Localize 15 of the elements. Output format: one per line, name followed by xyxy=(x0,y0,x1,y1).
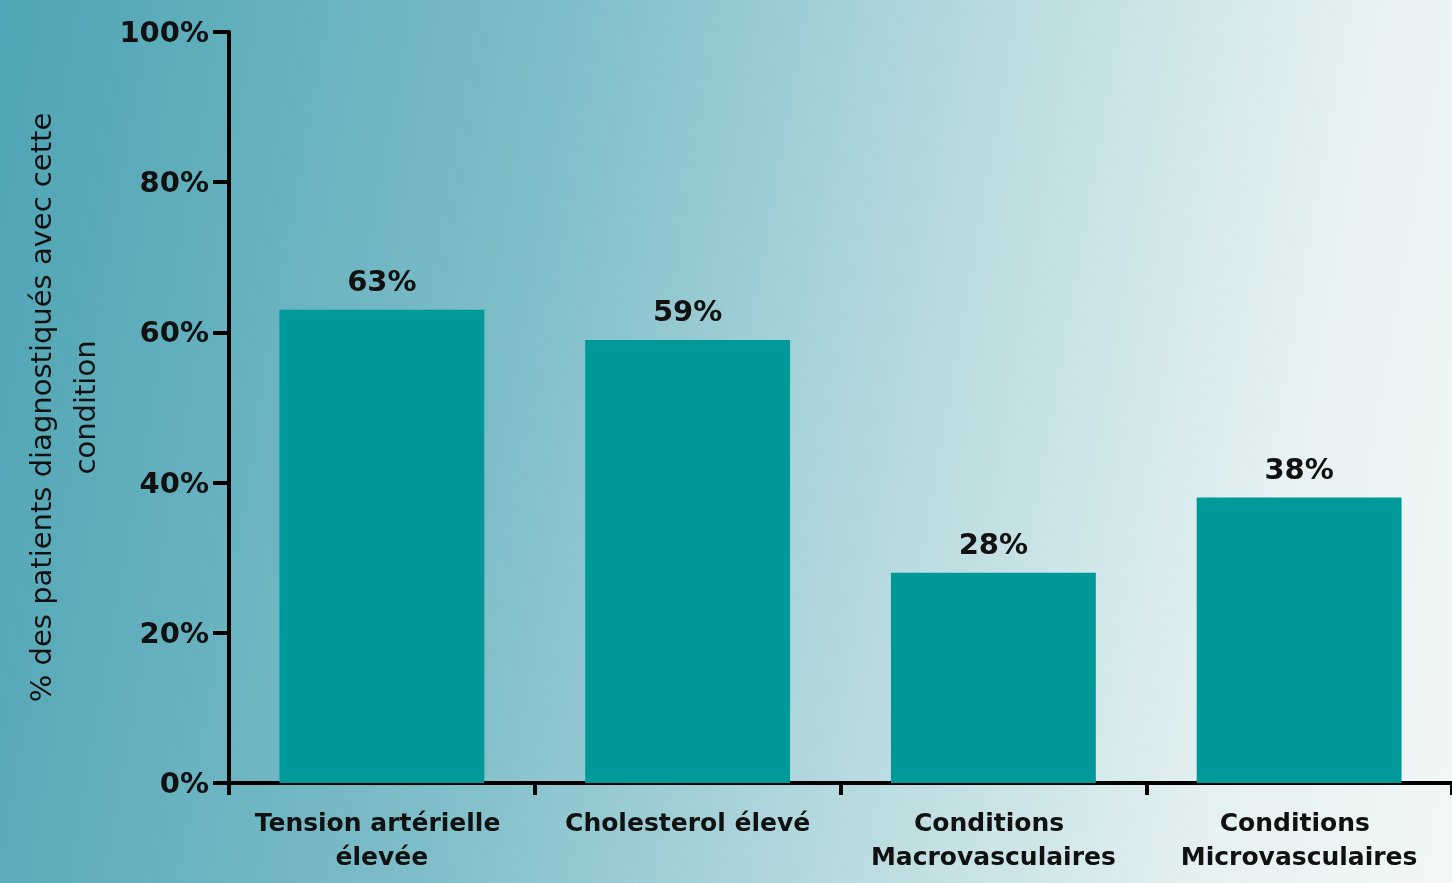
y-tick-label: 100% xyxy=(119,15,209,49)
x-tick-label: Conditions Microvasculaires xyxy=(1180,807,1418,871)
y-tick-label: 0% xyxy=(159,766,209,800)
x-tick-label: Tension artérielle élevée xyxy=(254,807,510,871)
y-tick-label: 80% xyxy=(139,165,209,200)
data-label: 59% xyxy=(652,294,723,329)
y-tick-label: 20% xyxy=(139,615,209,650)
x-tick-label: Conditions Macrovasculaires xyxy=(870,807,1116,871)
y-tick-label: 60% xyxy=(139,315,209,350)
data-label: 38% xyxy=(1264,452,1334,487)
data-label: 28% xyxy=(958,527,1029,562)
y-axis-title: % des patients diagnostiqués avec cette condition xyxy=(24,112,102,703)
data-label: 63% xyxy=(347,264,417,299)
y-tick-label: 40% xyxy=(139,465,209,500)
x-tick-label: Cholesterol élevé xyxy=(565,807,811,837)
